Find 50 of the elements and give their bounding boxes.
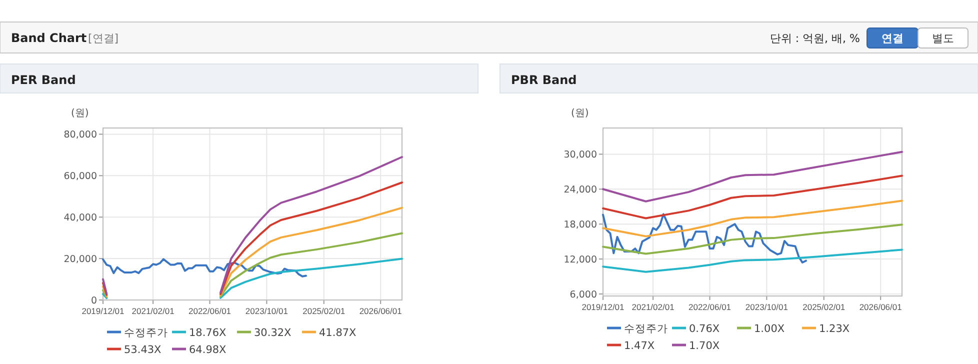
legend-label: 64.98X xyxy=(189,344,226,356)
legend-label: 수정주가 xyxy=(624,323,668,335)
y-tick-label: 24,000 xyxy=(564,184,597,196)
legend-label: 30.32X xyxy=(254,327,292,339)
text: Band Chart xyxy=(11,31,87,45)
y-tick-label: 12,000 xyxy=(564,254,597,266)
line-series xyxy=(602,213,807,264)
y-axis-title: (원) xyxy=(71,108,89,119)
text: 연결 xyxy=(882,32,904,45)
legend-label: 1.47X xyxy=(624,340,655,352)
y-tick-label: 40,000 xyxy=(64,212,97,224)
x-tick-label: 2022/06/01 xyxy=(688,302,732,312)
chart-title: PBR Band xyxy=(511,73,577,87)
legend-label: 1.70X xyxy=(689,340,720,352)
y-tick-label: 30,000 xyxy=(564,150,597,161)
y-tick-label: 20,000 xyxy=(64,254,97,266)
legend-label: 수정주가 xyxy=(124,327,168,339)
line-series xyxy=(602,248,903,273)
line-series xyxy=(602,150,903,202)
text: 단위 : 억원, 배, % xyxy=(770,32,860,45)
legend-label: 1.00X xyxy=(754,323,785,335)
line-series xyxy=(102,258,307,278)
text: [연결] xyxy=(88,32,119,45)
x-tick-label: 2026/06/01 xyxy=(859,302,902,312)
x-tick-label: 2023/10/01 xyxy=(745,302,788,312)
x-tick-label: 2026/06/01 xyxy=(359,306,402,316)
legend-label: 53.43X xyxy=(124,344,162,356)
y-tick-label: 18,000 xyxy=(564,220,597,231)
text: 별도 xyxy=(932,32,954,45)
legend-label: 1.23X xyxy=(819,323,850,335)
legend-label: 0.76X xyxy=(689,323,720,335)
line-series xyxy=(602,174,903,220)
x-tick-label: 2019/12/01 xyxy=(582,302,625,312)
x-tick-label: 2023/10/01 xyxy=(245,306,288,316)
x-tick-label: 2019/12/01 xyxy=(82,306,125,316)
line-series xyxy=(602,200,903,238)
x-tick-label: 2025/02/01 xyxy=(802,302,846,312)
x-tick-label: 2022/06/01 xyxy=(188,306,232,316)
y-tick-label: 6,000 xyxy=(570,289,597,300)
x-tick-label: 2025/02/01 xyxy=(302,306,346,316)
y-tick-label: 60,000 xyxy=(64,171,97,182)
y-tick-label: 80,000 xyxy=(64,130,97,141)
x-tick-label: 2021/02/01 xyxy=(632,302,675,312)
legend-label: 18.76X xyxy=(189,327,226,339)
line-series xyxy=(602,224,903,255)
y-axis-title: (원) xyxy=(571,108,589,119)
legend-label: 41.87X xyxy=(319,327,356,339)
x-tick-label: 2021/02/01 xyxy=(132,306,175,316)
chart-title: PER Band xyxy=(11,73,76,87)
y-tick-label: 0 xyxy=(90,296,97,306)
